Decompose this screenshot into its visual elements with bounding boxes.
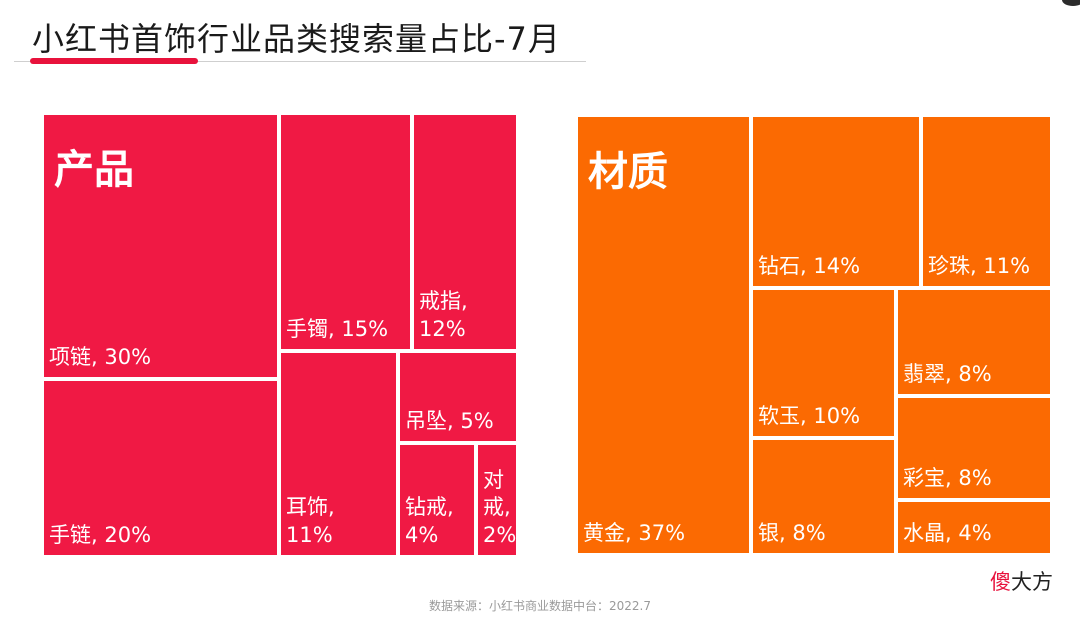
watermark: 傻大方: [990, 566, 1053, 596]
material-treemap: 黄金, 37% 钻石, 14% 珍珠, 11% 软玉, 10% 银, 8% 翡翠, 8% 彩…: [576, 115, 1052, 555]
material-cell-label-0: 黄金, 37%: [583, 520, 686, 545]
product-cell-7: 对 戒, 2%: [476, 443, 518, 557]
material-cell-7: 水晶, 4%: [896, 500, 1052, 555]
product-cell-4: 耳饰, 11%: [279, 351, 398, 557]
product-cell-label-6: 钻戒, 4%: [405, 495, 454, 547]
material-cell-label-7: 水晶, 4%: [903, 520, 992, 545]
product-treemap: 项链, 30% 手链, 20% 手镯, 15% 戒指, 12% 耳饰, 11% 吊坠, 5…: [42, 113, 518, 557]
material-cell-3: 软玉, 10%: [751, 288, 896, 438]
material-cell-6: 彩宝, 8%: [896, 396, 1052, 500]
material-cell-4: 银, 8%: [751, 438, 896, 555]
product-cell-5: 吊坠, 5%: [398, 351, 518, 443]
product-cell-label-2: 手镯, 15%: [286, 316, 389, 341]
material-cell-label-5: 翡翠, 8%: [903, 361, 992, 386]
material-cell-label-3: 软玉, 10%: [758, 403, 861, 428]
watermark-part-2: 大方: [1011, 570, 1053, 594]
product-cell-3: 戒指, 12%: [412, 113, 518, 351]
page-title: 小红书首饰行业品类搜索量占比-7月: [32, 20, 561, 58]
title-accent-bar: [30, 58, 198, 64]
product-cell-label-1: 手链, 20%: [49, 522, 152, 547]
product-cell-label-7: 对 戒, 2%: [483, 468, 517, 547]
title-underline: [14, 61, 586, 62]
product-cell-label-3: 戒指, 12%: [419, 289, 468, 341]
corner-decoration: [1062, 0, 1080, 6]
product-cell-2: 手镯, 15%: [279, 113, 412, 351]
material-cell-5: 翡翠, 8%: [896, 288, 1052, 396]
material-cell-label-1: 钻石, 14%: [758, 253, 861, 278]
data-source-note: 数据来源：小红书商业数据中台：2022.7: [429, 599, 651, 613]
product-cell-label-0: 项链, 30%: [49, 344, 152, 369]
product-cell-1: 手链, 20%: [42, 379, 279, 557]
material-cell-label-2: 珍珠, 11%: [928, 253, 1031, 278]
material-cell-label-6: 彩宝, 8%: [903, 465, 992, 490]
material-cell-2: 珍珠, 11%: [921, 115, 1052, 288]
product-cell-label-5: 吊坠, 5%: [405, 408, 494, 433]
material-cell-0: 黄金, 37%: [576, 115, 751, 555]
product-group-title: 产品: [54, 147, 134, 193]
product-cell-label-4: 耳饰, 11%: [286, 495, 335, 547]
material-group-title: 材质: [588, 149, 668, 195]
product-cell-0: 项链, 30%: [42, 113, 279, 379]
material-cell-1: 钻石, 14%: [751, 115, 921, 288]
product-cell-6: 钻戒, 4%: [398, 443, 476, 557]
material-cell-label-4: 银, 8%: [758, 520, 826, 545]
watermark-part-1: 傻: [990, 570, 1011, 594]
